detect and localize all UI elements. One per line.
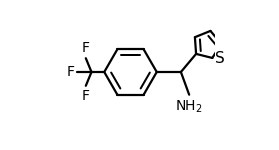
Text: S: S: [215, 51, 225, 66]
Text: F: F: [67, 65, 75, 79]
Text: NH$_2$: NH$_2$: [175, 98, 203, 115]
Text: F: F: [82, 88, 90, 102]
Text: F: F: [82, 42, 90, 56]
